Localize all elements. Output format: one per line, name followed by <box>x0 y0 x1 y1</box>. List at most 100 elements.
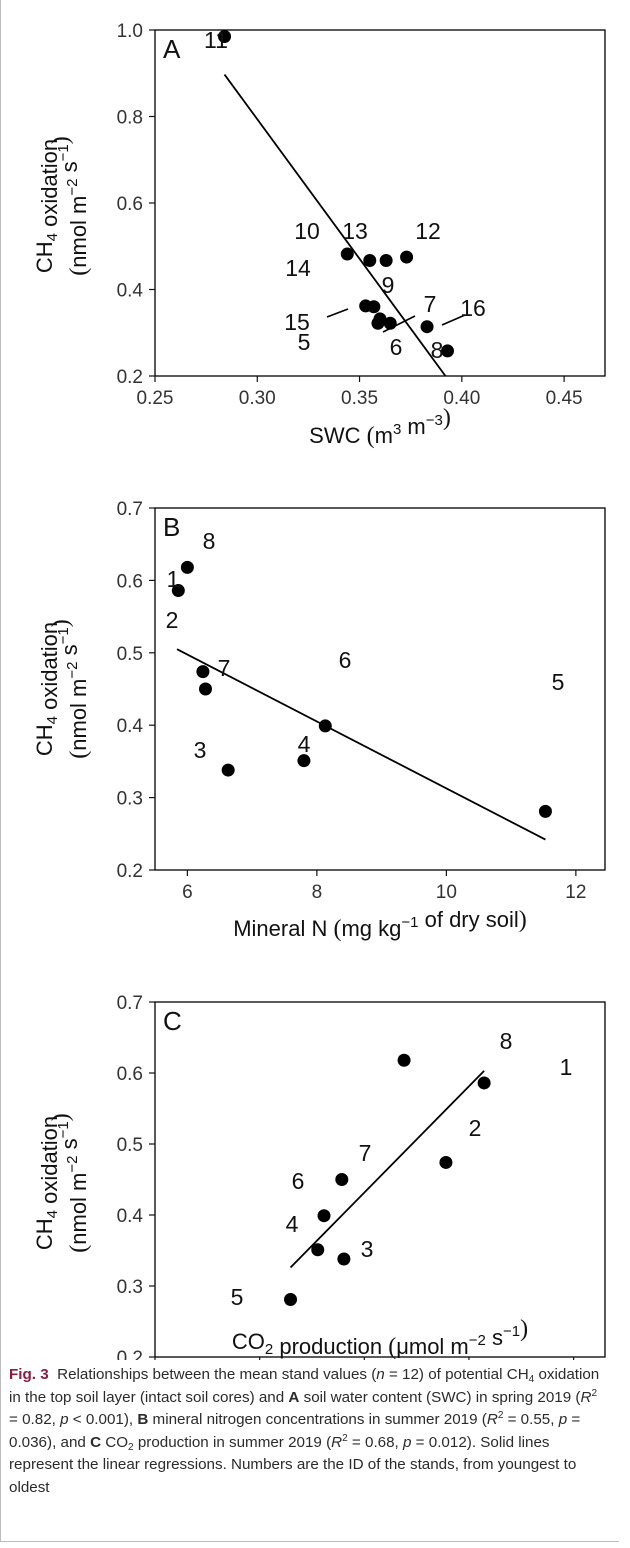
panel-ref-a: A <box>288 1388 300 1406</box>
data-point <box>538 804 552 818</box>
x-tick-label: 0.45 <box>546 388 583 409</box>
data-point <box>171 584 185 598</box>
y-tick-label: 0.5 <box>117 1135 143 1156</box>
x-tick-label: 0.30 <box>239 388 276 409</box>
stand-id-label: 6 <box>339 647 352 673</box>
x-axis-label: Mineral N (mg kg−1 of dry soil) <box>233 907 527 942</box>
stand-id-label: 4 <box>286 1211 299 1237</box>
x-axis-label: SWC (m3 m−3) <box>309 405 451 449</box>
stand-id-label: 12 <box>415 218 441 244</box>
stand-id-label: 6 <box>390 334 403 360</box>
y-label-line1: CH4 oxidation <box>32 1116 62 1250</box>
data-point <box>397 1053 411 1067</box>
y-tick-label: 0.6 <box>117 1064 143 1085</box>
stand-id-label: 16 <box>460 295 486 321</box>
stand-id-label: 1 <box>167 566 180 592</box>
stand-id-label: 14 <box>285 255 311 281</box>
stand-id-label: 8 <box>203 528 216 554</box>
panel-letter: A <box>163 34 181 64</box>
data-point <box>318 719 332 733</box>
data-point <box>340 247 354 261</box>
y-tick-label: 0.4 <box>117 281 144 302</box>
y-tick-label: 0.3 <box>117 1277 143 1298</box>
y-tick-label: 0.2 <box>117 1348 143 1360</box>
panel-a: A 0.2 0.4 0.6 0.8 1.0 0.25 0.30 0.35 0.40 0.45 CH4 … <box>32 21 606 449</box>
stand-id-label: 3 <box>361 1236 374 1262</box>
stand-id-label: 7 <box>218 655 231 681</box>
y-tick-label: 0.6 <box>117 571 143 592</box>
x-tick-label: 6 <box>182 882 193 903</box>
stand-id-label: 3 <box>194 737 207 763</box>
y-tick-label: 0.4 <box>117 1206 144 1227</box>
x-tick-label: 0.40 <box>443 388 480 409</box>
y-tick-label: 0.5 <box>117 644 143 665</box>
figure-label: Fig. 3 <box>9 1366 49 1383</box>
stand-id-label: 5 <box>231 1284 244 1310</box>
panel-letter: C <box>163 1006 182 1036</box>
regression-line <box>289 1070 485 1269</box>
data-point <box>383 316 397 330</box>
panel-ref-b: B <box>137 1411 149 1428</box>
y-label-line1: CH4 oxidation <box>32 622 62 756</box>
data-point <box>400 250 414 264</box>
data-point <box>439 1155 453 1169</box>
stand-id-label: 2 <box>469 1115 482 1141</box>
data-point <box>297 754 311 768</box>
data-point <box>218 29 232 43</box>
panel-letter: B <box>163 512 180 542</box>
x-tick-label: 8 <box>312 882 323 903</box>
figure-canvas: A0.20.40.60.81.00.25 0.30 0.35 0.40 0.45CH4 … <box>32 21 606 1360</box>
stand-id-label: 4 <box>298 731 311 757</box>
y-tick-label: 0.2 <box>117 367 143 388</box>
figure-caption: Fig. 3 Relationships between the mean st… <box>9 1366 600 1496</box>
y-tick-label: 0.7 <box>117 499 143 520</box>
y-label-line2: (nmol m−2 s−1) <box>48 1113 92 1252</box>
stand-id-label: 11 <box>204 27 228 53</box>
data-point <box>311 1243 325 1257</box>
y-axis-label: CH4 oxidation(nmol m−2 s−1) <box>32 1113 92 1252</box>
panel-c: C0.20.30.40.50.60.70.20.40.60.81.0CH4 ox… <box>32 993 606 1360</box>
data-point <box>317 1209 331 1223</box>
regression-line <box>176 648 546 841</box>
x-tick-label: 0.35 <box>341 388 378 409</box>
data-point <box>284 1292 298 1306</box>
y-label-line2: (nmol m−2 s−1) <box>48 619 92 758</box>
panel-ref-c: C <box>90 1433 102 1451</box>
x-tick-label: 10 <box>436 882 457 903</box>
data-point <box>221 763 235 777</box>
data-point <box>373 312 387 326</box>
stand-id-label: 6 <box>292 1168 305 1194</box>
x-tick-label: 0.25 <box>137 388 174 409</box>
stand-id-label: 13 <box>342 218 368 244</box>
stand-id-label: 2 <box>166 607 179 633</box>
data-point <box>420 320 434 334</box>
plot-frame <box>154 1001 606 1358</box>
y-label-line2: (nmol m−2 s−1) <box>48 136 92 275</box>
label-leader <box>441 314 466 326</box>
data-point <box>335 1173 349 1186</box>
y-tick-label: 1.0 <box>117 21 143 42</box>
data-point <box>337 1252 351 1266</box>
stand-id-label: 9 <box>382 272 395 298</box>
data-point <box>180 560 194 574</box>
stand-id-label: 7 <box>359 1140 372 1166</box>
figure-frame <box>0 0 619 1542</box>
y-tick-label: 0.3 <box>117 789 143 810</box>
y-tick-label: 0.7 <box>117 993 143 1014</box>
data-point <box>379 254 393 268</box>
y-tick-label: 0.8 <box>117 108 143 129</box>
data-point <box>477 1076 491 1090</box>
regression-line <box>223 74 447 377</box>
stand-id-label: 15 <box>284 309 310 335</box>
stand-id-label: 1 <box>560 1054 573 1080</box>
x-axis-label: CO2 production (μmol m−2 s−1) <box>232 1316 528 1360</box>
data-point <box>199 682 213 696</box>
y-tick-label: 0.4 <box>117 716 144 737</box>
stand-id-label: 8 <box>500 1028 513 1054</box>
label-leader <box>326 308 349 318</box>
data-point <box>367 300 381 314</box>
y-axis-label: CH4 oxidation(nmol m−2 s−1) <box>32 136 92 275</box>
stand-id-label: 5 <box>298 329 311 355</box>
stand-id-label: 7 <box>424 291 437 317</box>
